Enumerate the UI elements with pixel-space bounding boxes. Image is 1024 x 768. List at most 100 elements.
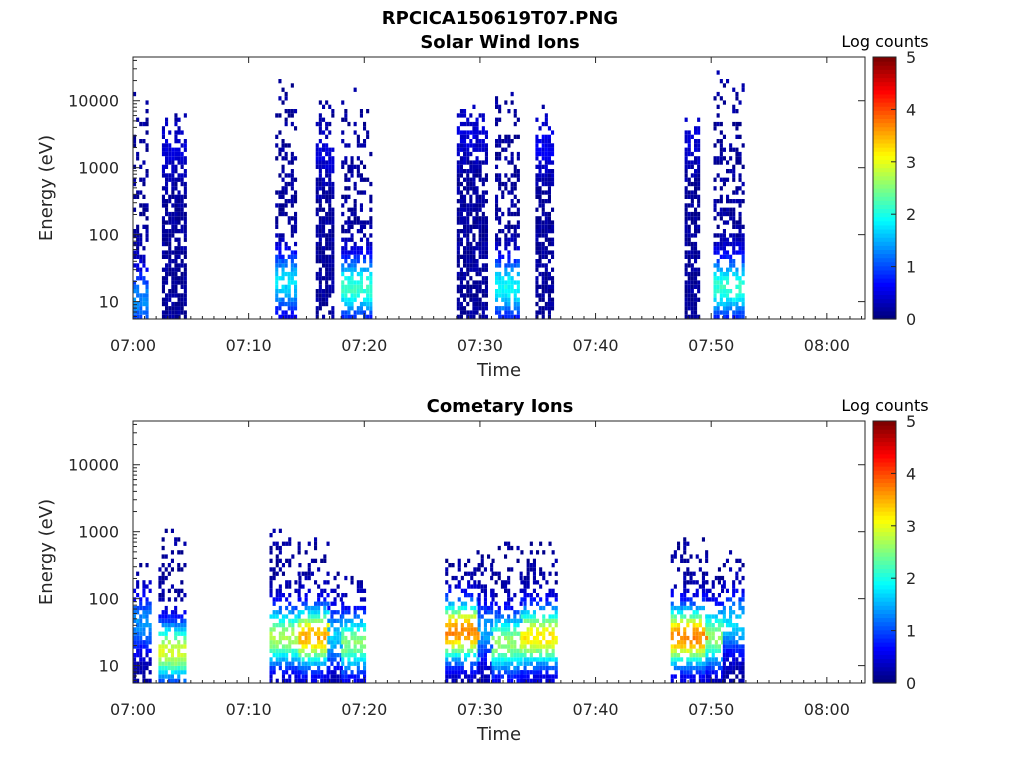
heatmap-cell (136, 306, 140, 311)
heatmap-cell (544, 263, 548, 268)
heatmap-cell (673, 665, 677, 671)
heatmap-cell (304, 618, 308, 623)
heatmap-cell (484, 156, 488, 161)
heatmap-cell (711, 614, 715, 619)
heatmap-cell (180, 224, 184, 229)
heatmap-cell (347, 657, 351, 662)
heatmap-cell (490, 605, 494, 611)
heatmap-cell (516, 173, 520, 178)
heatmap-cell (738, 211, 742, 217)
heatmap-cell (545, 627, 549, 632)
heatmap-cell (687, 211, 691, 217)
heatmap-cell (307, 618, 311, 623)
heatmap-cell (317, 640, 321, 645)
heatmap-cell (520, 670, 524, 675)
heatmap-cell (315, 160, 319, 165)
heatmap-cell (494, 674, 498, 679)
heatmap-cell (719, 147, 723, 152)
heatmap-cell (722, 657, 726, 662)
heatmap-cell (341, 280, 345, 285)
heatmap-cell (510, 151, 514, 157)
heatmap-cell (133, 588, 137, 593)
heatmap-cell (684, 267, 688, 272)
heatmap-cell (520, 550, 524, 555)
heatmap-cell (690, 250, 694, 255)
heatmap-cell (695, 627, 699, 632)
heatmap-cell (454, 627, 458, 632)
heatmap-cell (180, 276, 184, 281)
heatmap-cell (353, 653, 357, 658)
heatmap-cell (541, 220, 545, 225)
heatmap-cell (325, 301, 329, 307)
heatmap-cell (291, 623, 295, 628)
heatmap-cell (171, 147, 175, 152)
heatmap-cell (529, 593, 533, 598)
heatmap-cell (544, 181, 548, 187)
colorbar-step (873, 429, 896, 434)
heatmap-cell (318, 289, 322, 294)
heatmap-cell (722, 314, 726, 319)
heatmap-cell (341, 631, 345, 636)
heatmap-cell (729, 653, 733, 658)
heatmap-cell (344, 186, 348, 191)
heatmap-cell (554, 593, 558, 598)
heatmap-cell (148, 623, 152, 628)
colorbar-step (873, 200, 896, 205)
colorbar-tick-label: 5 (906, 412, 916, 431)
heatmap-cell (459, 147, 463, 152)
heatmap-cell (294, 665, 298, 671)
heatmap-cell (694, 310, 698, 315)
heatmap-cell (687, 139, 691, 144)
heatmap-cell (133, 250, 137, 255)
heatmap-cell (477, 601, 481, 606)
heatmap-cell (284, 293, 288, 298)
heatmap-cell (272, 670, 276, 675)
heatmap-cell (142, 207, 146, 212)
heatmap-cell (294, 241, 298, 247)
heatmap-cell (278, 665, 282, 671)
heatmap-cell (680, 635, 684, 641)
heatmap-cell (714, 597, 718, 602)
heatmap-cell (523, 601, 527, 606)
heatmap-cell (347, 605, 351, 611)
heatmap-cell (183, 224, 187, 229)
heatmap-cell (689, 605, 693, 611)
heatmap-cell (551, 618, 555, 623)
x-tick-label: 08:00 (804, 700, 850, 719)
heatmap-cell (463, 130, 467, 135)
heatmap-cell (356, 627, 360, 632)
heatmap-cell (694, 271, 698, 277)
heatmap-cell (318, 241, 322, 247)
heatmap-cell (500, 631, 504, 636)
heatmap-cell (366, 289, 370, 294)
heatmap-cell (328, 104, 332, 109)
heatmap-cell (336, 665, 340, 671)
heatmap-cell (491, 674, 495, 679)
heatmap-cell (310, 605, 314, 611)
heatmap-cell (541, 207, 545, 212)
heatmap-cell (722, 276, 726, 281)
heatmap-cell (487, 640, 491, 645)
heatmap-cell (183, 310, 187, 315)
heatmap-cell (551, 640, 555, 645)
heatmap-cell (136, 293, 140, 298)
heatmap-cell (460, 627, 464, 632)
heatmap-cell (318, 186, 322, 191)
heatmap-cell (145, 284, 149, 289)
heatmap-cell (504, 181, 508, 187)
heatmap-cell (136, 571, 140, 576)
heatmap-cell (356, 614, 360, 619)
heatmap-cell (491, 593, 495, 598)
heatmap-cell (466, 169, 470, 174)
x-tick-label: 07:50 (688, 700, 734, 719)
heatmap-cell (475, 293, 479, 298)
heatmap-cell (539, 623, 543, 628)
heatmap-cell (317, 674, 321, 679)
heatmap-cell (333, 610, 337, 615)
heatmap-cell (281, 237, 285, 242)
heatmap-cell (513, 627, 517, 632)
heatmap-cell (729, 143, 733, 148)
heatmap-cell (697, 250, 701, 255)
heatmap-cell (491, 597, 495, 602)
heatmap-cell (721, 601, 725, 606)
